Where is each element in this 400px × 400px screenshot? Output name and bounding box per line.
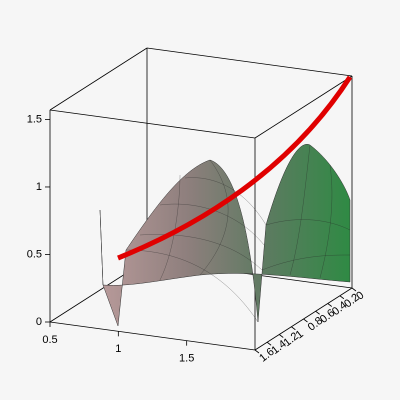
surface <box>99 144 351 327</box>
y-tick <box>279 334 284 338</box>
surface-area <box>99 144 351 327</box>
x-tick-label: 1.5 <box>179 353 194 365</box>
y-tick <box>339 295 345 300</box>
z-tick-label: 1 <box>36 181 42 193</box>
y-tick <box>266 341 272 346</box>
box-edge <box>49 47 148 111</box>
space-curve <box>117 75 353 261</box>
x-tick-label: 1 <box>115 343 121 355</box>
z-tick-label: 1.5 <box>27 113 42 125</box>
z-tick-label: 0 <box>36 316 42 328</box>
box-edge <box>49 109 256 139</box>
bounding-box <box>49 47 353 351</box>
x-tick-label: 0.5 <box>42 334 57 346</box>
y-tick <box>291 326 296 331</box>
box-edge <box>49 321 256 351</box>
box-edge <box>254 75 353 139</box>
y-tick <box>315 310 320 315</box>
y-tick <box>351 287 357 292</box>
y-tick <box>327 303 332 307</box>
z-tick-label: 0.5 <box>27 248 42 260</box>
box-edge <box>146 47 353 77</box>
y-tick <box>254 349 260 354</box>
y-tick <box>303 318 308 323</box>
